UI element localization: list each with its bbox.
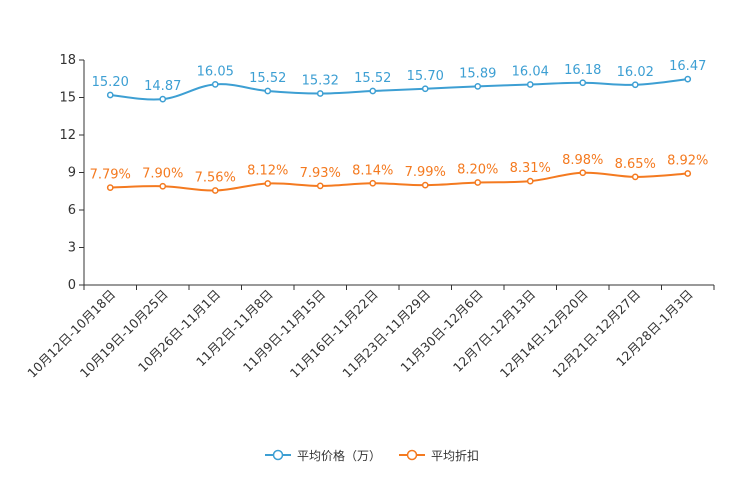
data-label: 15.32 [302,74,339,89]
y-tick-label: 15 [59,91,76,106]
legend-swatch-icon [399,449,425,461]
legend-label: 平均价格（万） [296,448,381,463]
legend: 平均价格（万） 平均折扣 [0,444,744,466]
data-label: 7.56% [195,171,236,186]
data-point [526,177,534,185]
data-label: 8.14% [352,163,393,178]
data-label: 8.98% [562,153,603,168]
y-tick-label: 12 [59,128,76,143]
data-label: 16.02 [617,65,654,80]
y-tick-label: 6 [68,203,76,218]
data-point [421,85,429,93]
legend-item-1[interactable]: 平均价格（万） [264,447,381,464]
x-tick-label: 12月14日-12月20日 [497,287,591,381]
data-label: 15.52 [354,71,391,86]
data-point [264,180,272,187]
data-point [316,182,324,190]
series-2: 7.79% 7.90% 7.56% 8.12% 7.93% 8.14% 7.99% 8.20%… [90,153,708,194]
data-label: 15.89 [459,66,496,81]
series-1: 15.20 14.87 16.05 15.52 15.32 15.52 15.70 15.89… [92,59,706,103]
data-point [579,79,587,87]
data-point [106,184,114,191]
data-point [159,182,167,190]
series-line [110,78,688,101]
y-tick-label: 9 [68,166,76,181]
data-label: 15.52 [249,71,286,86]
data-point [421,181,429,189]
x-tick-label: 10月12日-10月18日 [24,287,118,381]
data-label: 7.99% [405,165,446,180]
legend-label: 平均折扣 [431,448,480,463]
data-label: 8.92% [667,154,708,169]
data-point [369,87,377,95]
data-label: 15.20 [92,75,129,90]
data-point [684,170,692,177]
legend-swatch-icon [264,449,291,461]
x-tick-label: 12月21日-12月27日 [549,287,643,381]
data-label: 15.70 [407,69,444,84]
data-point [474,179,482,186]
data-label: 7.90% [142,166,183,181]
data-point [159,95,167,103]
axes: 036912151810月12日-10月18日10月19日-10月25日10月2… [24,53,715,381]
y-tick-label: 18 [59,53,76,68]
data-point [106,91,114,99]
legend-item-2[interactable]: 平均折扣 [399,447,479,464]
data-point [631,173,639,181]
data-label: 16.18 [564,63,601,78]
y-tick-label: 0 [68,278,76,293]
x-tick-label: 11月16日-11月22日 [287,287,381,381]
data-point [474,83,482,90]
data-point [631,81,639,89]
data-point [316,90,324,97]
series-layer: 15.20 14.87 16.05 15.52 15.32 15.52 15.70 15.89… [90,59,708,194]
data-label: 16.47 [669,59,706,74]
data-point [526,81,534,88]
data-point [369,179,377,187]
data-label: 8.12% [247,164,288,179]
data-point [264,87,272,95]
data-label: 7.79% [90,168,131,183]
data-label: 16.05 [197,64,234,79]
x-tick-label: 11月23日-11月29日 [339,287,433,381]
data-label: 8.31% [510,161,551,176]
data-point [684,75,692,83]
y-tick-label: 3 [68,241,76,256]
data-point [211,81,219,88]
data-label: 16.04 [512,65,549,80]
series-line [110,171,688,192]
data-label: 14.87 [144,79,181,94]
data-point [579,169,587,177]
data-point [211,187,219,194]
data-label: 8.20% [457,163,498,178]
x-tick-label: 10月19日-10月25日 [77,287,171,381]
data-label: 8.65% [615,157,656,172]
data-label: 7.93% [300,166,341,181]
